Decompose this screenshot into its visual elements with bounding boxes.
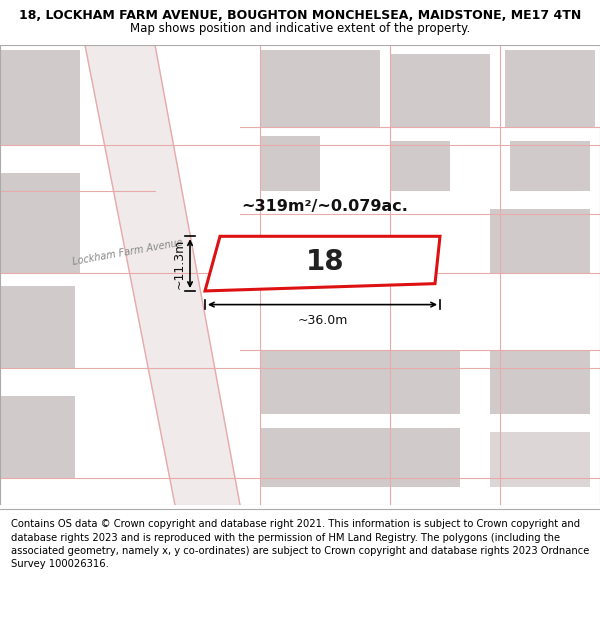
Bar [510,141,590,191]
Bar [0,49,80,145]
Bar [260,136,320,191]
Text: ~319m²/~0.079ac.: ~319m²/~0.079ac. [242,199,409,214]
Bar [260,49,380,127]
Text: ~36.0m: ~36.0m [298,314,347,327]
Text: Contains OS data © Crown copyright and database right 2021. This information is : Contains OS data © Crown copyright and d… [11,519,589,569]
Bar [260,350,460,414]
Bar [490,209,590,272]
Text: ~11.3m: ~11.3m [173,239,186,289]
Polygon shape [85,45,240,505]
Bar [390,141,450,191]
Bar [0,396,75,478]
Bar [0,173,80,272]
Text: Map shows position and indicative extent of the property.: Map shows position and indicative extent… [130,22,470,35]
Bar [390,54,490,127]
Text: Lockham Farm Avenue: Lockham Farm Avenue [72,238,184,267]
Text: 18: 18 [305,248,344,276]
Bar [0,286,75,368]
Bar [505,49,595,127]
Text: 18, LOCKHAM FARM AVENUE, BOUGHTON MONCHELSEA, MAIDSTONE, ME17 4TN: 18, LOCKHAM FARM AVENUE, BOUGHTON MONCHE… [19,9,581,22]
Bar [490,432,590,487]
Polygon shape [205,236,440,291]
Bar [490,350,590,414]
Bar [260,428,460,487]
